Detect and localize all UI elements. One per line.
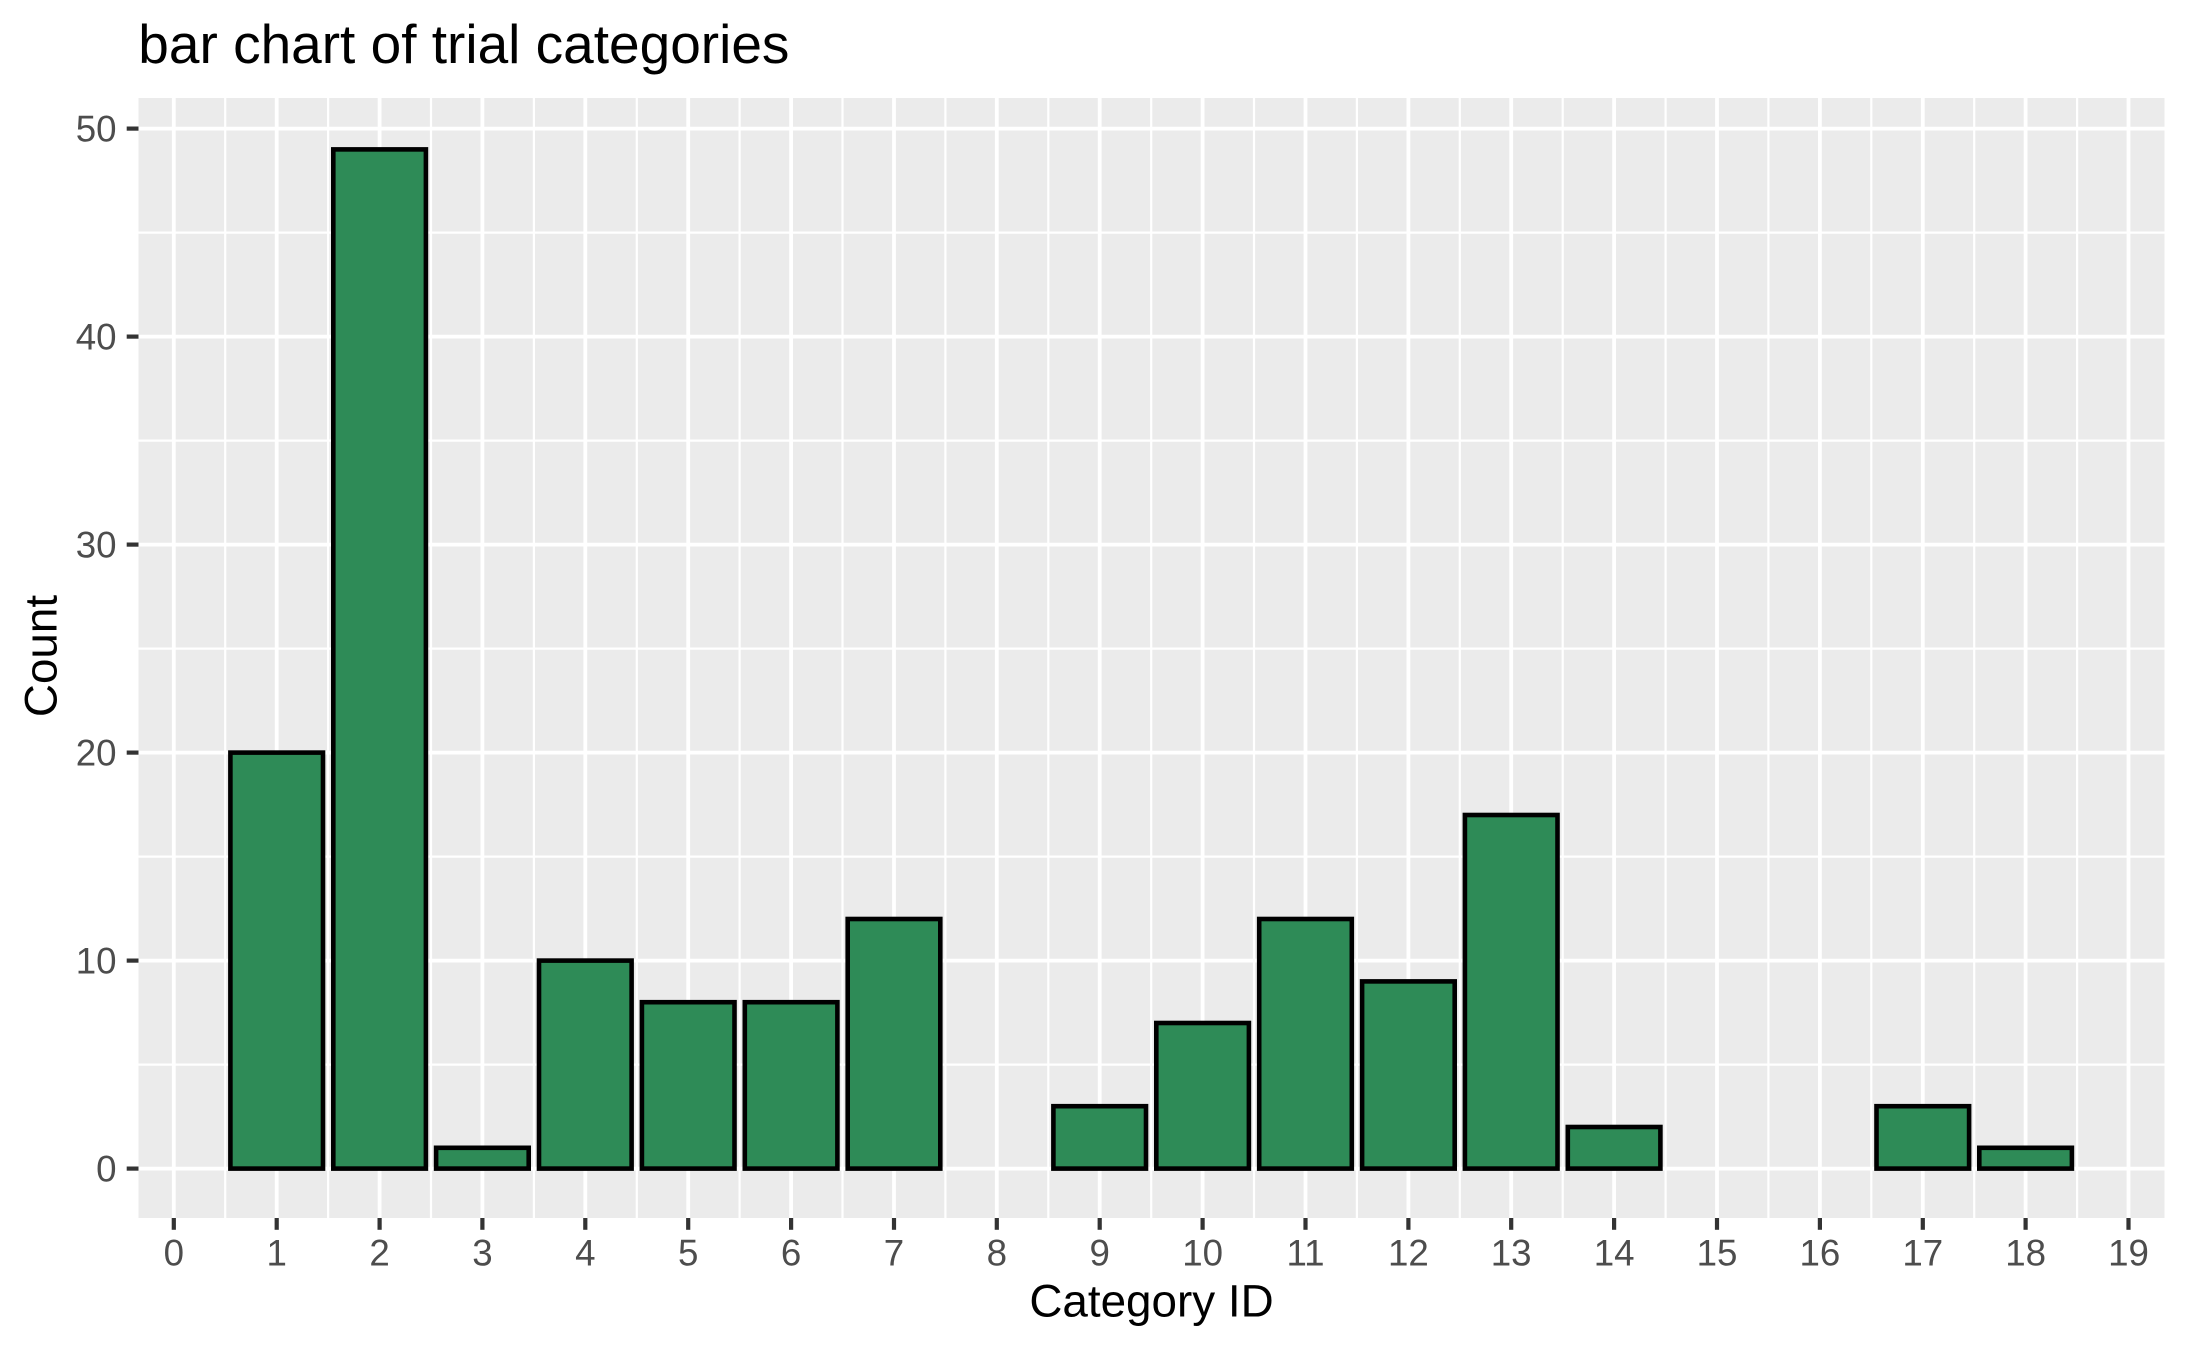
- svg-text:19: 19: [2108, 1233, 2149, 1274]
- svg-text:10: 10: [1182, 1233, 1223, 1274]
- svg-text:0: 0: [164, 1233, 184, 1274]
- svg-text:40: 40: [76, 316, 117, 357]
- svg-text:bar chart of trial categories: bar chart of trial categories: [138, 13, 789, 75]
- svg-text:3: 3: [472, 1233, 492, 1274]
- svg-text:11: 11: [1286, 1233, 1324, 1274]
- svg-text:8: 8: [987, 1233, 1007, 1274]
- svg-text:9: 9: [1089, 1233, 1109, 1274]
- svg-text:13: 13: [1491, 1233, 1532, 1274]
- svg-text:6: 6: [781, 1233, 801, 1274]
- svg-text:18: 18: [2005, 1233, 2046, 1274]
- svg-text:2: 2: [369, 1233, 389, 1274]
- svg-text:16: 16: [1799, 1233, 1840, 1274]
- svg-text:30: 30: [76, 524, 117, 565]
- svg-text:17: 17: [1902, 1233, 1943, 1274]
- svg-text:Category ID: Category ID: [1029, 1276, 1273, 1327]
- svg-text:Count: Count: [16, 595, 67, 717]
- svg-text:0: 0: [96, 1148, 116, 1189]
- svg-text:5: 5: [678, 1233, 698, 1274]
- svg-text:50: 50: [76, 108, 117, 149]
- svg-text:10: 10: [76, 940, 117, 981]
- svg-text:20: 20: [76, 732, 117, 773]
- svg-text:14: 14: [1594, 1233, 1635, 1274]
- svg-text:12: 12: [1388, 1233, 1429, 1274]
- svg-text:15: 15: [1697, 1233, 1738, 1274]
- svg-text:1: 1: [266, 1233, 286, 1274]
- svg-text:4: 4: [575, 1233, 595, 1274]
- svg-text:7: 7: [884, 1233, 904, 1274]
